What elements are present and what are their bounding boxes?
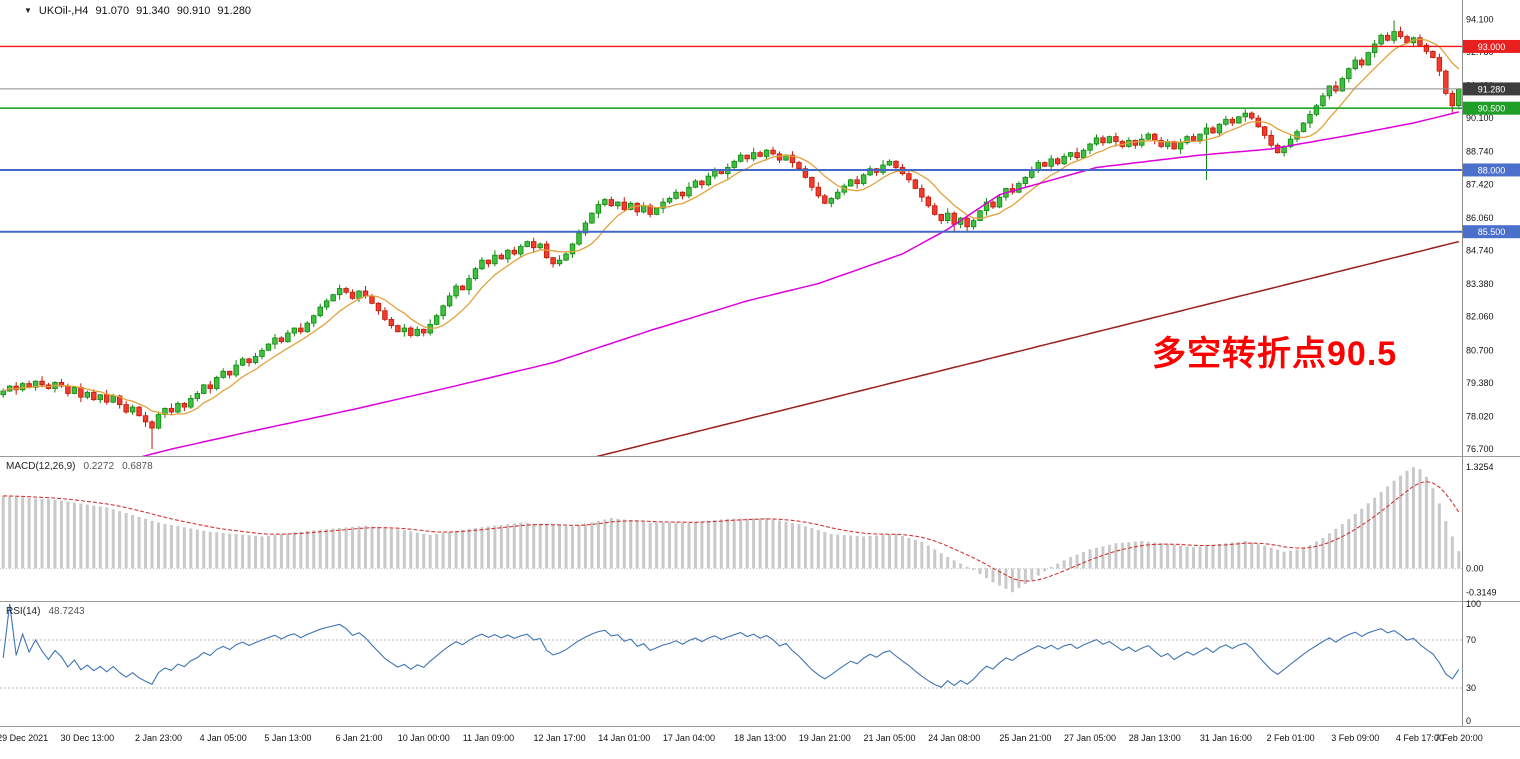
svg-text:90.500: 90.500 — [1478, 104, 1506, 114]
price-badge-88.000: 88.000 — [1463, 163, 1520, 177]
time-axis-label: 21 Jan 05:00 — [863, 733, 915, 743]
time-axis-label: 7 Feb 20:00 — [1435, 733, 1483, 743]
annotation-text[interactable]: 多空转折点90.5 — [1152, 335, 1398, 373]
macd-axis-label: 0.00 — [1466, 563, 1484, 573]
time-axis-label: 29 Dec 2021 — [0, 733, 48, 743]
price-axis-label: 94.100 — [1466, 14, 1494, 24]
rsi-axis-label: 30 — [1466, 683, 1476, 693]
time-axis-label: 11 Jan 09:00 — [463, 733, 514, 743]
svg-text:91.280: 91.280 — [1478, 84, 1506, 94]
macd-label: MACD(12,26,9) 0.2272 0.6878 — [6, 461, 153, 472]
time-axis-label: 18 Jan 13:00 — [734, 733, 786, 743]
symbol-info: ▼ UKOil-,H4 91.070 91.340 90.910 91.280 — [24, 5, 251, 17]
time-axis-label: 31 Jan 16:00 — [1200, 733, 1252, 743]
ohlc-high: 91.340 — [136, 5, 170, 17]
time-axis-label: 12 Jan 17:00 — [534, 733, 586, 743]
macd-name: MACD(12,26,9) — [6, 461, 76, 472]
time-axis-label: 25 Jan 21:00 — [999, 733, 1051, 743]
macd-histogram — [1, 467, 1461, 593]
rsi-value: 48.7243 — [48, 606, 85, 617]
price-badge-90.500: 90.500 — [1463, 101, 1520, 115]
price-badge-93.000: 93.000 — [1463, 39, 1520, 53]
time-axis-label: 2 Feb 01:00 — [1267, 733, 1315, 743]
rsi-axis-label: 70 — [1466, 635, 1476, 645]
time-axis-label: 14 Jan 01:00 — [598, 733, 650, 743]
time-axis-label: 17 Jan 04:00 — [663, 733, 715, 743]
macd-axis: 1.3254 0.00 -0.3149 — [1466, 462, 1497, 597]
price-badge-last: 91.280 — [1463, 82, 1520, 96]
time-axis-label: 2 Jan 23:00 — [135, 733, 182, 743]
macd-axis-label: -0.3149 — [1466, 588, 1497, 598]
time-axis-label: 24 Jan 08:00 — [928, 733, 980, 743]
price-axis-label: 79.380 — [1466, 378, 1494, 388]
time-axis-label: 27 Jan 05:00 — [1064, 733, 1116, 743]
ma-fast-line — [2, 38, 1460, 416]
macd-value-signal: 0.6878 — [122, 461, 153, 472]
rsi-line — [2, 603, 1460, 688]
svg-text:85.500: 85.500 — [1478, 227, 1506, 237]
ma-slow-line — [595, 240, 1459, 456]
time-axis-label: 19 Jan 21:00 — [799, 733, 851, 743]
price-axis-label: 82.060 — [1466, 312, 1494, 322]
price-axis-label: 78.020 — [1466, 411, 1494, 421]
rsi-name: RSI(14) — [6, 606, 41, 617]
rsi-axis-label: 100 — [1466, 599, 1481, 609]
time-axis-label: 6 Jan 21:00 — [336, 733, 383, 743]
rsi-axis-label: 0 — [1466, 716, 1471, 726]
price-axis-label: 88.740 — [1466, 147, 1494, 157]
time-axis-label: 4 Feb 17:00 — [1396, 733, 1444, 743]
time-axis-label: 5 Jan 13:00 — [264, 733, 311, 743]
time-axis-label: 3 Feb 09:00 — [1331, 733, 1379, 743]
svg-text:93.000: 93.000 — [1478, 42, 1506, 52]
rsi-label: RSI(14) 48.7243 — [6, 606, 85, 617]
ma-mid-line — [141, 111, 1459, 456]
symbol-name: UKOil-,H4 — [38, 5, 89, 17]
ohlc-low: 90.910 — [176, 5, 211, 17]
time-axis-label: 4 Jan 05:00 — [200, 733, 247, 743]
price-axis-label: 90.100 — [1466, 113, 1494, 123]
price-axis-label: 83.380 — [1466, 279, 1494, 289]
price-axis-label: 76.700 — [1466, 444, 1494, 454]
rsi-axis: 100 70 30 0 — [1466, 599, 1481, 726]
price-axis-label: 87.420 — [1466, 179, 1494, 189]
ohlc-close: 91.280 — [217, 5, 252, 17]
svg-text:88.000: 88.000 — [1478, 165, 1506, 175]
ohlc-open: 91.070 — [95, 5, 130, 17]
price-badge-85.500: 85.500 — [1463, 225, 1520, 239]
candlestick-series — [0, 20, 1462, 450]
collapse-arrow-icon[interactable]: ▼ — [24, 6, 32, 15]
price-axis-label: 80.700 — [1466, 345, 1494, 355]
time-axis-label: 10 Jan 00:00 — [398, 733, 450, 743]
macd-value-main: 0.2272 — [83, 461, 115, 472]
price-axis-label: 84.740 — [1466, 245, 1494, 255]
price-axis-label: 86.060 — [1466, 213, 1494, 223]
macd-signal-line — [3, 481, 1460, 582]
time-axis-label: 30 Dec 13:00 — [61, 733, 115, 743]
time-axis-label: 28 Jan 13:00 — [1129, 733, 1181, 743]
time-axis[interactable]: 29 Dec 2021 30 Dec 13:00 2 Jan 23:00 4 Jan … — [0, 733, 1483, 743]
macd-axis-label: 1.3254 — [1466, 462, 1494, 472]
